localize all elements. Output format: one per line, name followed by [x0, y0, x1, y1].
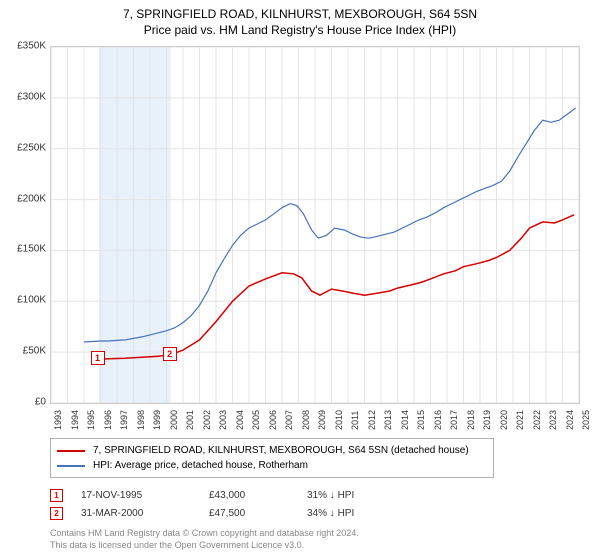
sale-date: 17-NOV-1995	[81, 490, 191, 501]
x-tick-label: 2011	[350, 411, 360, 430]
sale-hpi: 34% ↓ HPI	[307, 508, 387, 519]
y-tick-label: £350K	[6, 41, 46, 52]
x-tick-label: 2008	[301, 410, 311, 430]
x-tick-label: 2000	[169, 410, 179, 430]
sale-hpi: 31% ↓ HPI	[307, 490, 387, 501]
x-tick-label: 2012	[367, 410, 377, 430]
legend-label: HPI: Average price, detached house, Roth…	[93, 458, 308, 473]
legend-swatch	[57, 450, 85, 452]
x-tick-label: 2001	[185, 410, 195, 430]
x-tick-label: 2013	[383, 410, 393, 430]
x-tick-label: 2023	[548, 410, 558, 430]
x-tick-label: 1999	[152, 410, 162, 430]
x-tick-label: 2021	[515, 410, 525, 430]
x-tick-label: 2009	[317, 410, 327, 430]
x-tick-label: 2015	[416, 410, 426, 430]
sale-date: 31-MAR-2000	[81, 508, 191, 519]
sale-row: 1 17-NOV-1995 £43,000 31% ↓ HPI	[50, 486, 387, 504]
y-tick-label: £150K	[6, 244, 46, 255]
x-tick-label: 1995	[86, 410, 96, 430]
y-tick-label: £250K	[6, 142, 46, 153]
x-tick-label: 1996	[103, 410, 113, 430]
price-marker: 1	[91, 351, 105, 365]
sale-marker-icon: 2	[50, 507, 63, 520]
chart-title: 7, SPRINGFIELD ROAD, KILNHURST, MEXBOROU…	[0, 0, 600, 38]
sale-price: £47,500	[209, 508, 289, 519]
x-tick-label: 2020	[499, 410, 509, 430]
title-line-1: 7, SPRINGFIELD ROAD, KILNHURST, MEXBOROU…	[0, 6, 600, 22]
sale-price: £43,000	[209, 490, 289, 501]
x-tick-label: 2025	[581, 410, 591, 430]
x-tick-label: 2014	[400, 410, 410, 430]
legend-box: 7, SPRINGFIELD ROAD, KILNHURST, MEXBOROU…	[50, 438, 494, 478]
legend-label: 7, SPRINGFIELD ROAD, KILNHURST, MEXBOROU…	[93, 443, 469, 458]
x-tick-label: 2024	[565, 410, 575, 430]
x-tick-label: 1997	[119, 410, 129, 430]
legend-swatch	[57, 465, 85, 467]
y-tick-label: £300K	[6, 91, 46, 102]
x-tick-label: 2018	[466, 410, 476, 430]
price-marker: 2	[163, 347, 177, 361]
page-root: 7, SPRINGFIELD ROAD, KILNHURST, MEXBOROU…	[0, 0, 600, 560]
x-tick-label: 2005	[251, 410, 261, 430]
legend-row: HPI: Average price, detached house, Roth…	[57, 458, 487, 473]
chart-plot-area	[50, 46, 580, 404]
title-line-2: Price paid vs. HM Land Registry's House …	[0, 22, 600, 38]
chart-svg	[51, 47, 579, 403]
footer-line-2: This data is licensed under the Open Gov…	[50, 540, 359, 552]
x-tick-label: 1998	[136, 410, 146, 430]
x-tick-label: 1994	[70, 410, 80, 430]
footer-attribution: Contains HM Land Registry data © Crown c…	[50, 528, 359, 551]
sales-table: 1 17-NOV-1995 £43,000 31% ↓ HPI 2 31-MAR…	[50, 486, 387, 522]
sale-marker-icon: 1	[50, 489, 63, 502]
x-tick-label: 2002	[202, 410, 212, 430]
x-tick-label: 2022	[532, 410, 542, 430]
x-tick-label: 2004	[235, 410, 245, 430]
footer-line-1: Contains HM Land Registry data © Crown c…	[50, 528, 359, 540]
x-tick-label: 2006	[268, 410, 278, 430]
y-tick-label: £200K	[6, 193, 46, 204]
y-tick-label: £0	[6, 397, 46, 408]
x-tick-label: 2010	[334, 410, 344, 430]
y-tick-label: £50K	[6, 346, 46, 357]
x-tick-label: 2003	[218, 410, 228, 430]
x-tick-label: 2019	[482, 410, 492, 430]
x-tick-label: 2017	[449, 410, 459, 430]
x-tick-label: 2007	[284, 410, 294, 430]
sale-row: 2 31-MAR-2000 £47,500 34% ↓ HPI	[50, 504, 387, 522]
x-tick-label: 1993	[53, 410, 63, 430]
y-tick-label: £100K	[6, 295, 46, 306]
x-tick-label: 2016	[433, 410, 443, 430]
legend-row: 7, SPRINGFIELD ROAD, KILNHURST, MEXBOROU…	[57, 443, 487, 458]
